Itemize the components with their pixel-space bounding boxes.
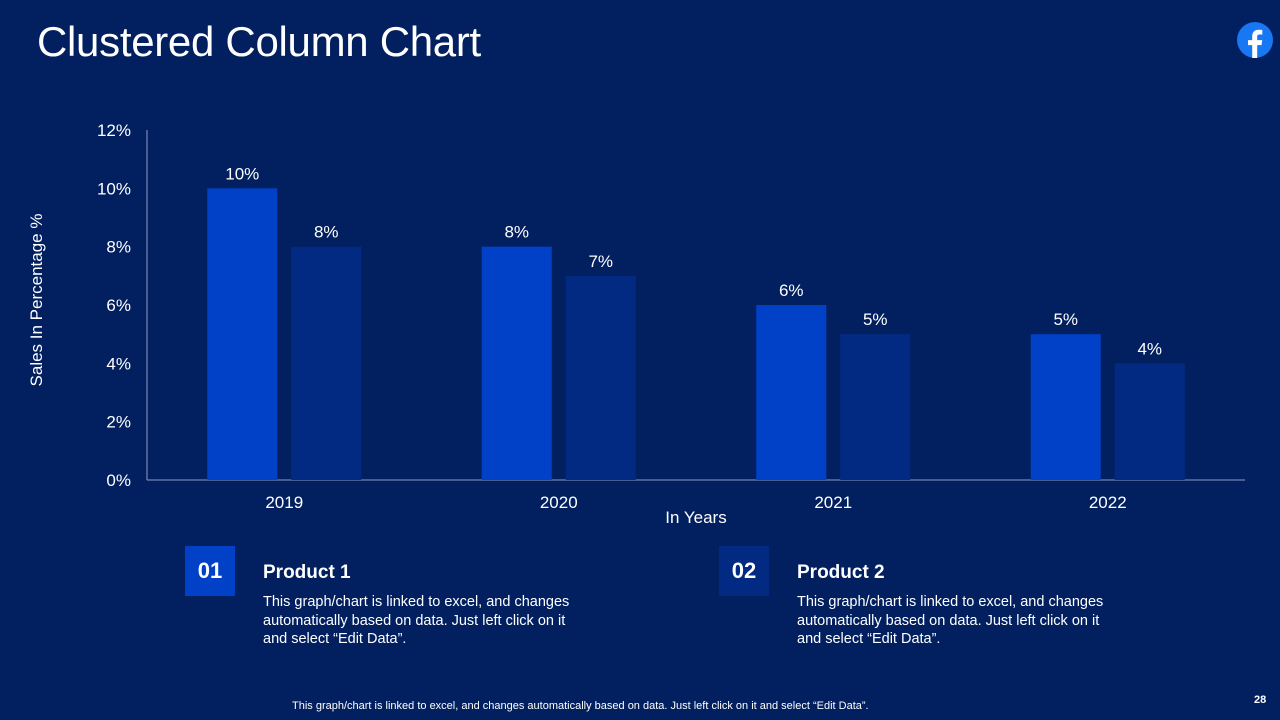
bar-product-2-2019 [291,246,362,480]
slide-title: Clustered Column Chart [37,18,481,65]
legend-description: This graph/chart is linked to excel, and… [263,594,570,647]
clustered-column-chart: 0% 2% 4% 6% 8% 10% 12% 10% 8% 2019 8% 7% 2020 6% 5% 202… [27,121,1245,527]
y-tick-label: 2% [106,413,131,432]
y-tick-label: 4% [106,354,131,373]
footnote: This graph/chart is linked to excel, and… [292,700,869,712]
data-label: 10% [225,164,259,183]
legend-description: This graph/chart is linked to excel, and… [797,594,1104,647]
y-tick-label: 6% [106,296,131,315]
bar-product-1-2019 [207,188,278,481]
x-tick-label: 2020 [540,493,578,512]
y-axis-title: Sales In Percentage % [27,214,46,387]
bar-product-1-2020 [481,246,552,480]
y-tick-label: 8% [106,238,131,257]
data-label: 5% [1053,310,1078,329]
legend-number-badge: 01 [185,546,235,596]
data-label: 7% [588,252,613,271]
y-tick-label: 10% [97,179,131,198]
x-tick-label: 2022 [1089,493,1127,512]
bar-product-2-2022 [1114,363,1185,480]
bar-product-2-2021 [840,334,911,480]
legend-number-badge: 02 [719,546,769,596]
bar-product-2-2020 [565,275,636,480]
data-label: 6% [779,281,804,300]
x-tick-label: 2019 [265,493,303,512]
y-tick-label: 12% [97,121,131,140]
x-tick-label: 2021 [814,493,852,512]
y-tick-label: 0% [106,471,131,490]
bar-product-1-2022 [1030,334,1101,480]
x-axis-title: In Years [665,508,726,527]
legend-name: Product 1 [263,562,351,583]
facebook-icon [1237,22,1273,58]
data-label: 5% [863,310,888,329]
data-label: 8% [504,223,529,242]
bar-product-1-2021 [756,305,827,480]
data-label: 8% [314,223,339,242]
legend-name: Product 2 [797,562,885,583]
data-label: 4% [1137,339,1162,358]
page-number: 28 [1254,694,1267,706]
